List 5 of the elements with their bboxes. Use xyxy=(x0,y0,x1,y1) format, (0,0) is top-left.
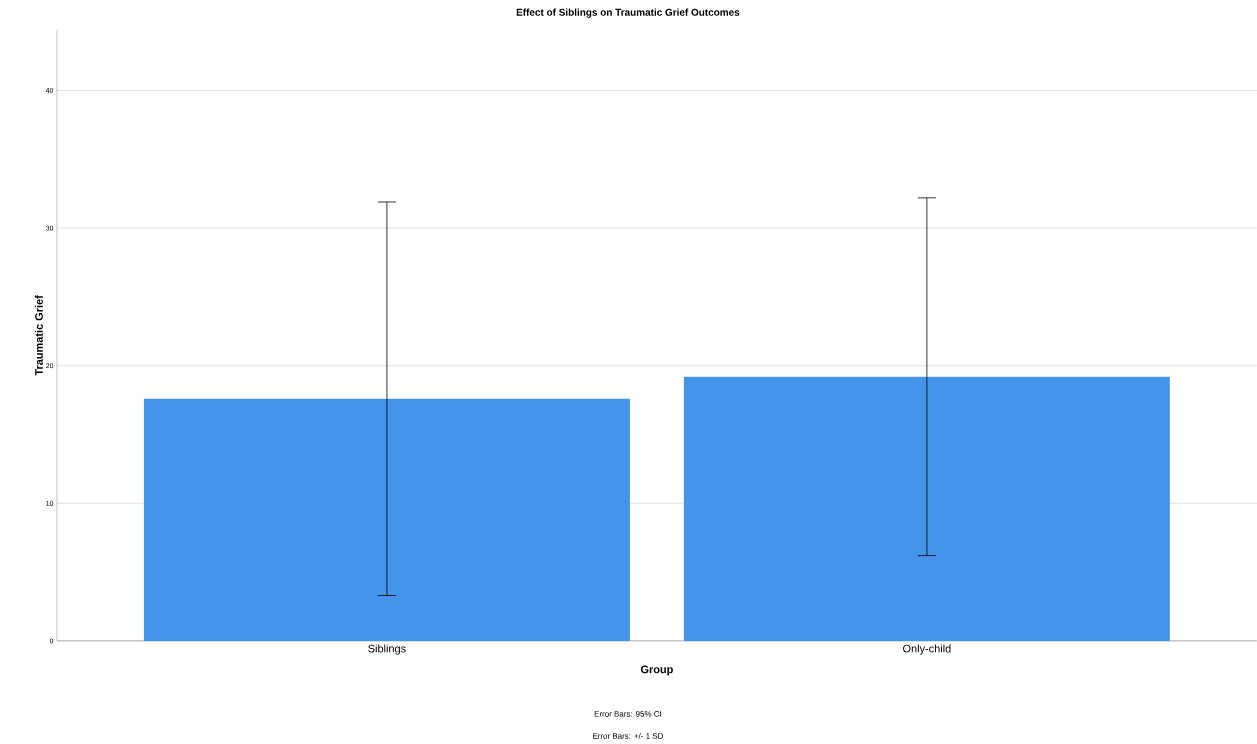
y-axis-title: Traumatic Grief xyxy=(34,295,43,376)
x-tick-label: Only-child xyxy=(903,644,951,655)
chart-title: Effect of Siblings on Traumatic Grief Outcomes xyxy=(516,8,740,18)
x-axis-title: Group xyxy=(640,665,673,676)
x-tick-label: Siblings xyxy=(368,644,406,655)
